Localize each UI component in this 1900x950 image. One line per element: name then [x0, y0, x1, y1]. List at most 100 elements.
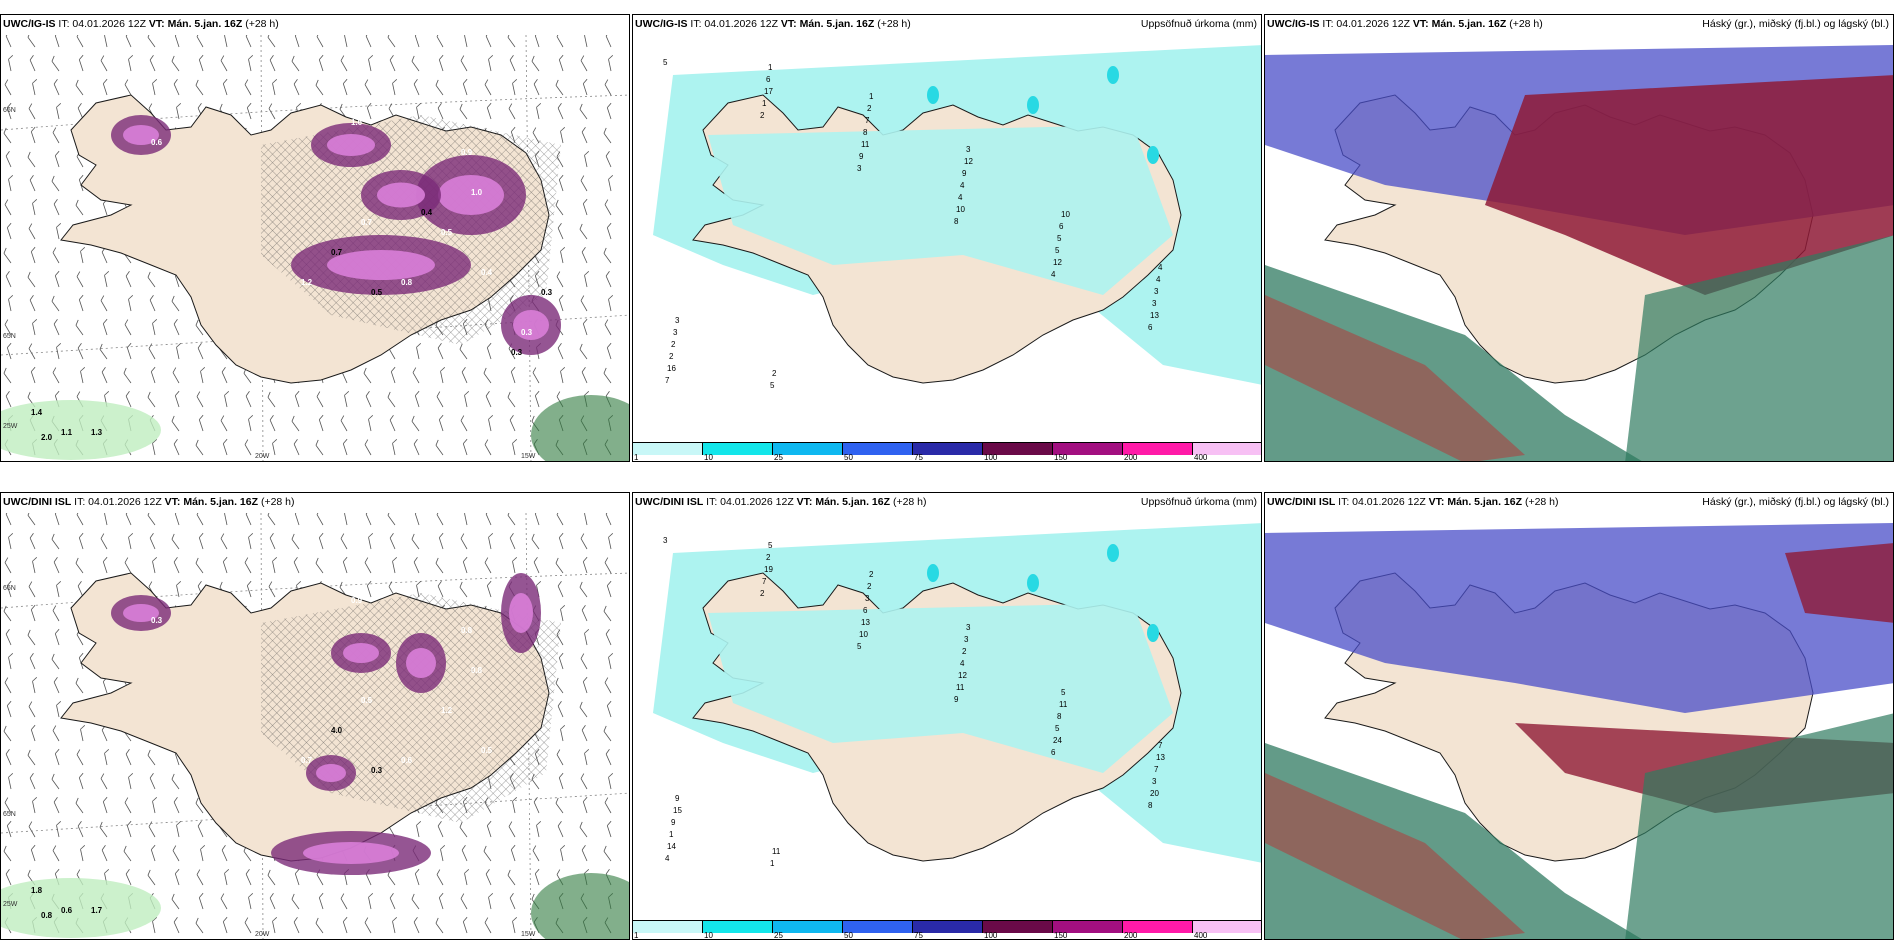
wind-barb — [244, 79, 252, 96]
lat-label: 66N — [3, 585, 16, 592]
wind-barb — [483, 367, 492, 384]
wind-barb — [584, 748, 590, 766]
wind-barb — [174, 390, 180, 408]
precip-value-label: 2 — [669, 352, 674, 361]
lon-label: 15W — [521, 931, 536, 938]
wind-barb — [293, 439, 300, 456]
wind-barb — [80, 366, 86, 384]
wind-barb — [435, 79, 444, 96]
colorbar-segment: 1 — [633, 921, 703, 939]
wind-barb — [604, 557, 612, 574]
snow-value-label: 0.5 — [361, 696, 373, 705]
wind-barb — [462, 438, 468, 456]
wind-barb — [484, 79, 492, 96]
wind-barb — [389, 533, 396, 550]
colorbar-segment: 400 — [1193, 443, 1261, 461]
wind-barb — [462, 78, 468, 96]
precip-value-label: 12 — [958, 671, 967, 680]
wind-barb — [603, 725, 612, 742]
snow-value-label: 0.9 — [351, 596, 363, 605]
precip-value-label: 3 — [673, 328, 678, 337]
wind-barb — [608, 772, 614, 790]
snow-value-label: 0.3 — [511, 348, 523, 357]
wind-barb — [460, 533, 468, 550]
precip-value-label: 3 — [1152, 299, 1157, 308]
wind-barb — [512, 438, 518, 456]
precip-value-label: 12 — [964, 157, 973, 166]
wind-barb — [51, 175, 60, 192]
wind-barb — [147, 391, 156, 408]
precip-value-label: 5 — [768, 541, 773, 550]
colorbar-segment: 10 — [703, 443, 773, 461]
colorbar-segment: 400 — [1193, 921, 1261, 939]
precip-green-dark — [531, 395, 629, 461]
lead-time: (+28 h) — [1509, 18, 1543, 30]
wind-barb — [171, 893, 180, 910]
precip-value-label: 4 — [1158, 263, 1163, 272]
panel-header: UWC/DINI ISL IT: 04.01.2026 12Z VT: Mán.… — [3, 496, 625, 512]
wind-barb — [5, 35, 12, 48]
wind-barb — [606, 342, 612, 360]
snow-value-label: 0.7 — [331, 248, 343, 257]
wind-barb — [54, 270, 60, 288]
wind-barb — [30, 126, 36, 144]
wind-barb — [368, 414, 374, 432]
wind-barb — [342, 556, 348, 574]
map-panel-dini-snow: UWC/DINI ISL IT: 04.01.2026 12Z VT: Mán.… — [0, 492, 630, 940]
wind-barb — [413, 917, 420, 934]
snow-area — [123, 604, 159, 622]
lat-label: 65N — [3, 333, 16, 340]
precip-value-label: 4 — [665, 854, 670, 863]
wind-barb — [51, 653, 60, 670]
snow-value-label: 1.4 — [31, 408, 43, 417]
colorbar-segment: 100 — [983, 443, 1053, 461]
wind-barb — [51, 773, 60, 790]
wind-barb — [580, 175, 588, 192]
wind-barb — [437, 103, 444, 120]
wind-barb — [605, 151, 612, 168]
wind-barb — [291, 893, 300, 910]
wind-barb — [53, 319, 60, 336]
wind-barb — [123, 845, 132, 862]
wind-barb — [603, 845, 612, 862]
wind-barb — [268, 581, 276, 598]
wind-barb — [484, 557, 492, 574]
wind-barb — [318, 414, 324, 432]
panel-header: UWC/DINI ISL IT: 04.01.2026 12Z VT: Mán.… — [1267, 496, 1889, 512]
wind-barb — [52, 367, 60, 384]
wind-barb — [28, 103, 36, 120]
colorbar-label: 1 — [634, 931, 639, 940]
snow-area — [513, 310, 549, 340]
colorbar-label: 50 — [844, 931, 853, 940]
precip-value-label: 7 — [762, 577, 767, 586]
wind-barb — [269, 893, 276, 910]
wind-barb — [80, 246, 86, 264]
wind-barb — [606, 700, 612, 718]
wind-barb — [4, 79, 12, 96]
wind-barb — [29, 773, 36, 790]
wind-barb — [464, 390, 470, 408]
wind-barb — [195, 439, 204, 456]
colorbar-label: 75 — [914, 931, 923, 940]
wind-barb — [558, 652, 564, 670]
precip-value-label: 2 — [760, 589, 765, 598]
colorbar-segment: 200 — [1123, 921, 1193, 939]
wind-barb — [389, 893, 396, 910]
panel-header: UWC/DINI ISL IT: 04.01.2026 12Z VT: Mán.… — [635, 496, 1257, 512]
snow-value-label: 0.8 — [461, 626, 473, 635]
wind-barb — [5, 391, 12, 408]
precip-value-label: 7 — [1158, 741, 1163, 750]
precip-value-label: 6 — [1051, 748, 1056, 757]
wind-barb — [485, 513, 492, 526]
wind-barb — [220, 533, 228, 550]
wind-barb — [246, 102, 252, 120]
wind-barb — [171, 533, 180, 550]
wind-barb — [128, 294, 134, 312]
wind-barb — [604, 79, 612, 96]
wind-barb — [104, 748, 110, 766]
precip-value-label: 5 — [1055, 724, 1060, 733]
wind-barb — [272, 438, 278, 456]
wind-barb — [221, 367, 228, 384]
snow-value-label: 0.4 — [481, 268, 493, 277]
wind-barb — [148, 343, 156, 360]
